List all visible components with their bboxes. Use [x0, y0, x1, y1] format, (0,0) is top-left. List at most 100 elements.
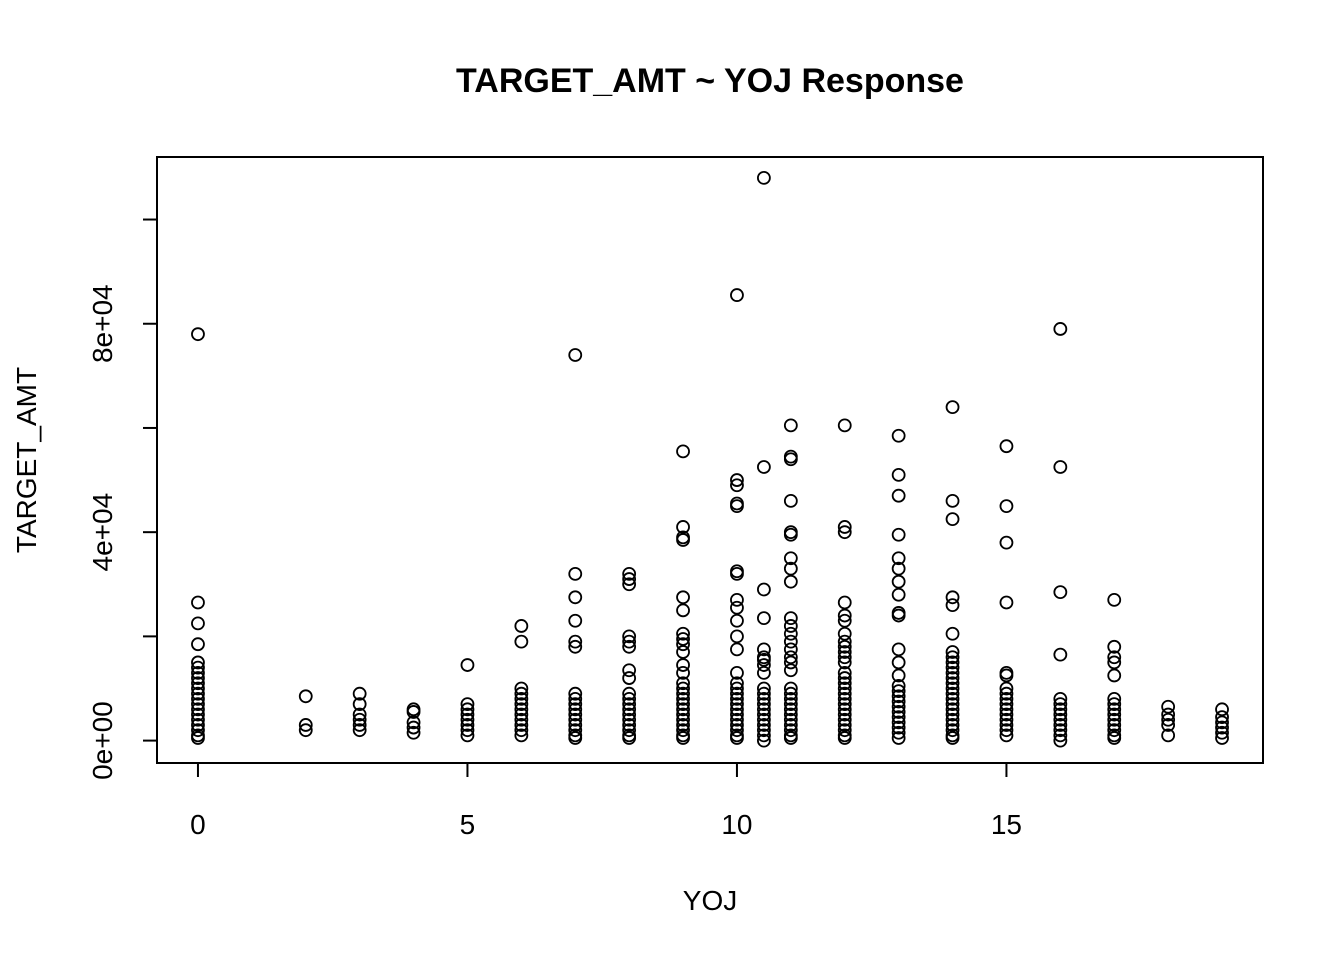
data-point [676, 665, 690, 680]
data-point [837, 650, 852, 665]
data-point [568, 613, 583, 628]
data-point [730, 566, 744, 581]
data-point [1107, 723, 1122, 738]
data-point [945, 626, 960, 641]
data-point [406, 725, 421, 740]
data-point [676, 681, 690, 696]
data-point [999, 439, 1014, 454]
data-point [730, 702, 744, 717]
data-point [945, 660, 960, 675]
data-point [891, 731, 906, 745]
data-point [622, 702, 637, 717]
data-point [676, 697, 690, 712]
data-point [622, 639, 637, 654]
data-point [891, 678, 906, 693]
x-tick-label: 10 [721, 809, 752, 840]
data-point [999, 702, 1014, 717]
data-point [756, 170, 771, 185]
data-point [783, 697, 798, 712]
data-point [756, 718, 771, 732]
data-point [999, 718, 1014, 732]
chart-title: TARGET_AMT ~ YOJ Response [456, 62, 964, 100]
data-point [568, 707, 583, 722]
data-point [783, 686, 798, 701]
data-point [999, 499, 1014, 514]
data-point [622, 697, 637, 712]
data-point [945, 712, 960, 727]
data-point [891, 715, 906, 730]
data-point [676, 707, 690, 722]
data-point [191, 707, 205, 722]
data-point [568, 566, 583, 581]
data-point [406, 720, 421, 735]
data-points [191, 170, 1229, 748]
data-point [676, 645, 690, 659]
data-point [1053, 733, 1068, 748]
data-point [1107, 707, 1122, 722]
data-point [1161, 699, 1176, 714]
data-point [1053, 707, 1068, 722]
data-point [352, 686, 367, 701]
data-point [891, 699, 906, 714]
data-point [676, 533, 690, 547]
data-point [891, 587, 906, 602]
data-point [891, 527, 906, 542]
data-point [945, 731, 960, 745]
data-point [730, 723, 744, 738]
data-point [514, 681, 529, 696]
data-point [945, 665, 960, 680]
data-point [783, 712, 798, 727]
y-axis: 0e+00 4e+04 8e+04 [87, 218, 158, 780]
data-point [837, 723, 852, 738]
data-point [837, 692, 852, 706]
data-point [1215, 715, 1229, 730]
data-point [999, 535, 1014, 550]
data-point [191, 660, 205, 675]
data-point [406, 705, 421, 719]
data-point [568, 634, 583, 649]
data-point [191, 697, 205, 712]
data-point [730, 707, 744, 722]
data-point [891, 642, 906, 657]
data-point [1053, 322, 1068, 336]
data-point [891, 689, 906, 704]
data-point [1053, 647, 1068, 662]
data-point [514, 723, 529, 738]
data-point [945, 723, 960, 738]
data-point [837, 418, 852, 433]
data-point [999, 668, 1014, 683]
data-point [1107, 668, 1122, 683]
data-point [191, 637, 205, 652]
data-point [1053, 697, 1068, 712]
data-point [514, 692, 529, 706]
data-point [352, 723, 367, 738]
data-point [999, 712, 1014, 727]
data-point [1053, 460, 1068, 474]
data-point [945, 692, 960, 706]
x-tick-label: 5 [460, 809, 476, 840]
data-point [514, 728, 529, 743]
data-point [837, 595, 852, 610]
data-point [837, 686, 852, 701]
data-point [945, 707, 960, 722]
data-point [945, 671, 960, 685]
data-point [1161, 712, 1176, 727]
data-point [999, 692, 1014, 706]
data-point [191, 676, 205, 691]
data-point [568, 639, 583, 654]
data-point [1107, 639, 1122, 654]
data-point [837, 639, 852, 654]
y-tick-label: 8e+04 [87, 284, 118, 363]
data-point [514, 697, 529, 712]
x-axis: 0 5 10 15 [190, 762, 1022, 840]
data-point [783, 452, 798, 467]
data-point [622, 634, 637, 649]
data-point [622, 731, 637, 745]
data-point [460, 707, 475, 722]
data-point [514, 712, 529, 727]
data-point [460, 723, 475, 738]
data-point [1215, 731, 1229, 745]
data-point [352, 707, 367, 722]
data-point [676, 723, 690, 738]
